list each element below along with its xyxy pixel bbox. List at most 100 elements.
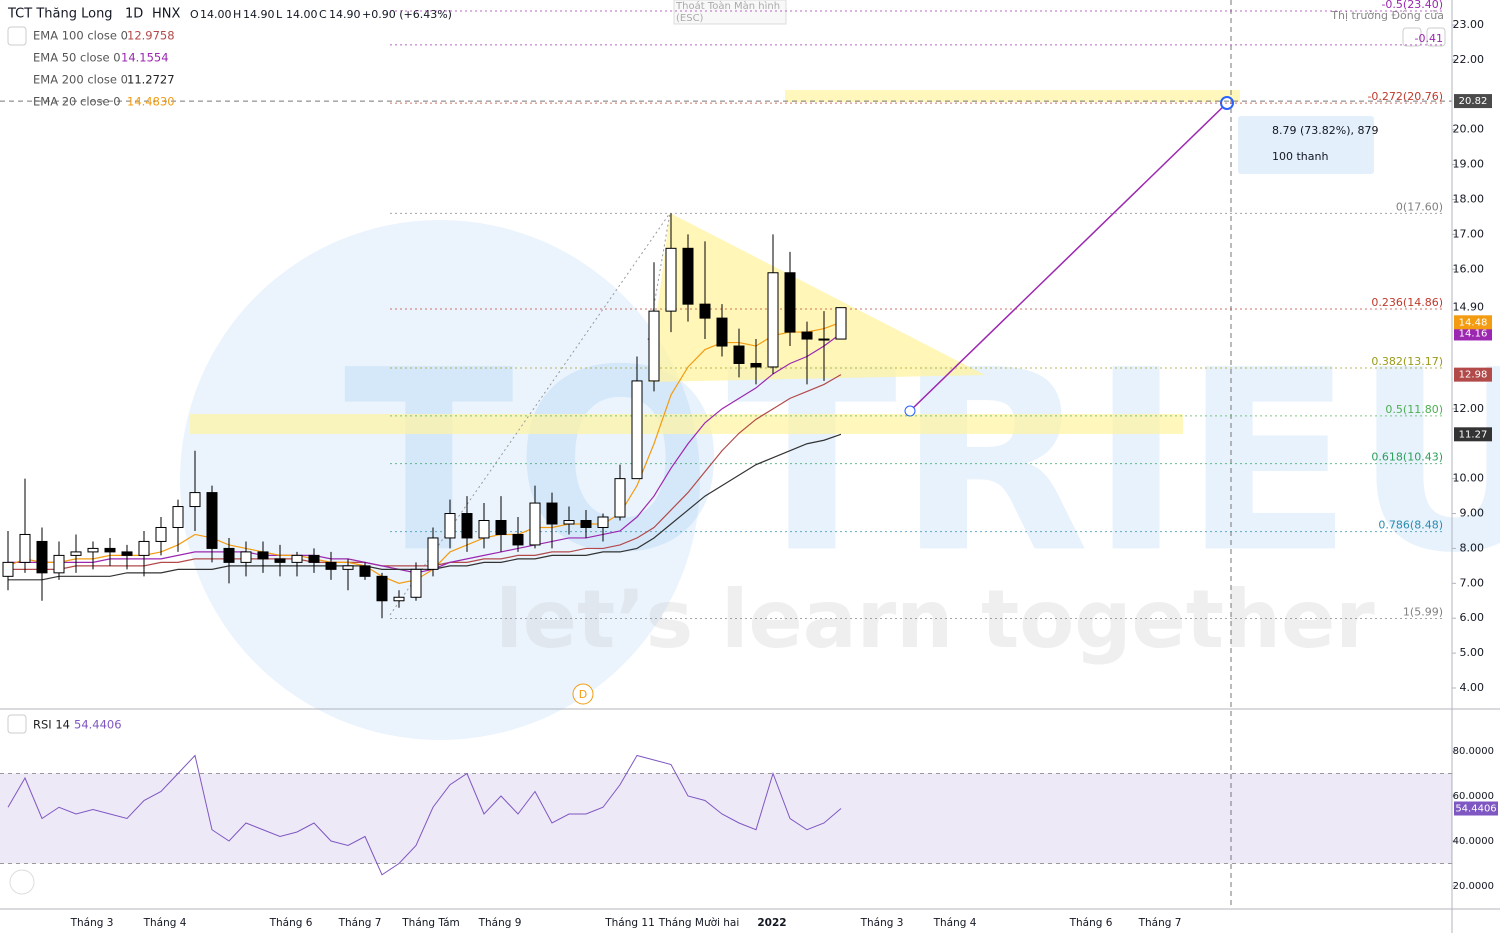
x-tick-label: Tháng 11 xyxy=(604,917,655,929)
fib-label: 1(5.99) xyxy=(1403,606,1443,619)
menu-button[interactable] xyxy=(1426,27,1446,47)
candle-body xyxy=(597,516,609,528)
triangle-drawing[interactable] xyxy=(648,213,985,382)
legend-name: EMA 200 close 0 xyxy=(33,73,128,87)
price-badge xyxy=(1454,427,1492,442)
y-tick-label: 18.00 xyxy=(1453,192,1485,205)
candle-body xyxy=(767,272,779,368)
fib-label: -0.5(23.40) xyxy=(1381,0,1443,11)
candle-body xyxy=(818,338,830,341)
candle-body xyxy=(257,551,269,560)
y-tick-label: 80.0000 xyxy=(1453,746,1494,757)
candle-body xyxy=(325,561,337,570)
x-tick-label: Tháng 6 xyxy=(269,917,313,929)
candle-body xyxy=(308,554,320,563)
legend-value: 14.1554 xyxy=(121,51,169,65)
fib-label: -0.272(20.76) xyxy=(1367,90,1443,103)
x-tick-label: Tháng Mười hai xyxy=(658,917,740,929)
measure-range: 8.79 (73.82%), 879 xyxy=(1272,124,1379,137)
candle-body xyxy=(70,551,82,556)
price-badge-label: 12.98 xyxy=(1459,370,1488,381)
candle-body xyxy=(393,596,405,602)
x-tick-label: Tháng 3 xyxy=(70,917,114,929)
y-tick-label: 20.00 xyxy=(1453,123,1485,136)
y-tick-label: 20.0000 xyxy=(1453,881,1494,892)
candle-body xyxy=(665,247,677,312)
candle-body xyxy=(784,272,796,333)
ema-line xyxy=(8,433,842,581)
y-tick-label: 5.00 xyxy=(1460,646,1485,659)
fib-label: 0.786(8.48) xyxy=(1378,519,1443,532)
price-badge xyxy=(1454,801,1498,816)
projection-line[interactable] xyxy=(909,102,1228,412)
candle-body xyxy=(19,533,31,563)
marker-label: D xyxy=(579,688,587,701)
y-tick-label: 4.00 xyxy=(1460,681,1485,694)
handle[interactable] xyxy=(904,405,916,417)
ohlc-value: 14.00 xyxy=(200,8,232,21)
price-badge-label: 14.16 xyxy=(1459,328,1488,339)
candle-body xyxy=(291,554,303,563)
price-badge-label: 14.48 xyxy=(1459,317,1488,328)
zone-rect[interactable] xyxy=(190,414,1183,434)
x-tick-label: Tháng 4 xyxy=(143,917,187,929)
price-badge xyxy=(1454,94,1492,109)
candle-body xyxy=(563,520,575,525)
candle-body xyxy=(512,533,524,546)
candle-body xyxy=(648,310,660,382)
collapse-button[interactable] xyxy=(7,714,27,734)
y-tick-label: 19.00 xyxy=(1453,158,1485,171)
candle-body xyxy=(342,565,354,570)
ohlc: O 14.00 H 14.90 L 14.00 C 14.90 xyxy=(190,8,361,21)
logo-button[interactable] xyxy=(9,869,35,895)
x-tick-label: Tháng 7 xyxy=(338,917,382,929)
candle-body xyxy=(444,513,456,539)
candle-body xyxy=(410,568,422,598)
exchange: HNX xyxy=(152,7,181,22)
fib-label: 0.618(10.43) xyxy=(1371,451,1443,464)
candle-body xyxy=(223,547,235,563)
candle-body xyxy=(733,345,745,364)
watermark-slogan: let’s learn together xyxy=(495,573,1375,666)
y-tick-label: 12.00 xyxy=(1453,402,1485,415)
collapse-button[interactable] xyxy=(7,26,27,46)
x-tick-label: Tháng 7 xyxy=(1138,917,1182,929)
price-badge-label: 54.4406 xyxy=(1455,804,1496,815)
candle-body xyxy=(716,317,728,347)
x-tick-label: Tháng 9 xyxy=(478,917,522,929)
candle-body xyxy=(274,558,286,563)
y-tick-label: 16.00 xyxy=(1453,262,1485,275)
candle-body xyxy=(138,540,150,556)
candle-body xyxy=(478,520,490,539)
legend-name: EMA 20 close 0 xyxy=(33,95,121,109)
x-tick-label: Tháng Tám xyxy=(401,917,460,929)
ohlc-key: L xyxy=(276,8,283,21)
ohlc-key: H xyxy=(233,8,241,21)
fullscreen-exit[interactable] xyxy=(673,0,787,25)
legend-value: 12.9758 xyxy=(127,29,175,43)
y-tick-label: 10.00 xyxy=(1453,472,1485,485)
candle-body xyxy=(682,247,694,305)
legend-value: 14.4830 xyxy=(127,95,175,109)
candle-body xyxy=(461,513,473,539)
candle-body xyxy=(614,478,626,518)
candle-body xyxy=(36,540,48,574)
candle-body xyxy=(699,303,711,319)
y-tick-label: 40.0000 xyxy=(1453,836,1494,847)
price-badge xyxy=(1454,367,1492,382)
x-tick-label: Tháng 6 xyxy=(1069,917,1113,929)
rsi-name: RSI 14 xyxy=(33,718,70,732)
last-price-label: 14.90 xyxy=(1453,301,1485,314)
y-tick-label: 9.00 xyxy=(1460,507,1485,520)
candle-body xyxy=(631,380,643,480)
candle-body xyxy=(801,331,813,340)
dividend-marker[interactable] xyxy=(572,683,594,705)
fib-label: -0.41 xyxy=(1415,32,1443,45)
watermark-logo xyxy=(180,220,700,740)
legend-name: EMA 100 close 0 xyxy=(33,29,128,43)
zone-rect[interactable] xyxy=(785,90,1240,102)
down-button[interactable] xyxy=(1402,27,1422,47)
candle-body xyxy=(2,561,14,577)
candle-body xyxy=(172,506,184,528)
